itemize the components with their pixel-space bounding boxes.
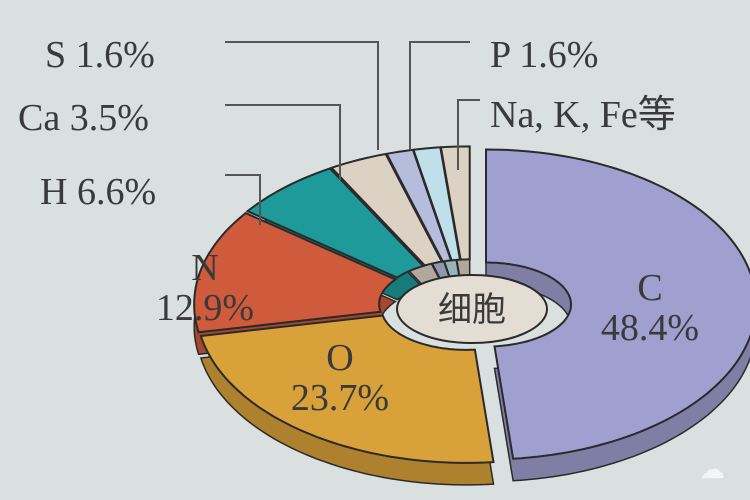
slice-n — [193, 211, 398, 334]
slice-callout-label: Na, K, Fe等 — [490, 94, 676, 136]
slice-na-k-fe- — [439, 145, 471, 261]
center-label: 细胞 — [438, 291, 506, 329]
slice-callout-label: S 1.6% — [45, 34, 155, 76]
leader-line — [225, 174, 261, 225]
slice-label: N — [191, 247, 218, 289]
slice-callout-label: H 6.6% — [40, 171, 156, 213]
watermark-logo: ☁ — [699, 455, 725, 484]
slice-callout-label: Ca 3.5% — [18, 97, 149, 139]
center-hole — [396, 274, 548, 344]
slice-o — [199, 314, 495, 464]
leader-line — [457, 99, 480, 170]
slice-label: C — [637, 267, 662, 309]
leader-line — [409, 41, 470, 150]
slice-label: O — [326, 337, 353, 379]
slice-value-label: 12.9% — [156, 287, 254, 329]
slice-c — [485, 148, 750, 460]
slice-value-label: 23.7% — [291, 377, 389, 419]
slice-callout-label: P 1.6% — [490, 34, 598, 76]
slice-value-label: 48.4% — [601, 307, 699, 349]
leader-line — [225, 104, 341, 180]
leader-line — [225, 41, 379, 150]
slice-h — [245, 167, 426, 279]
